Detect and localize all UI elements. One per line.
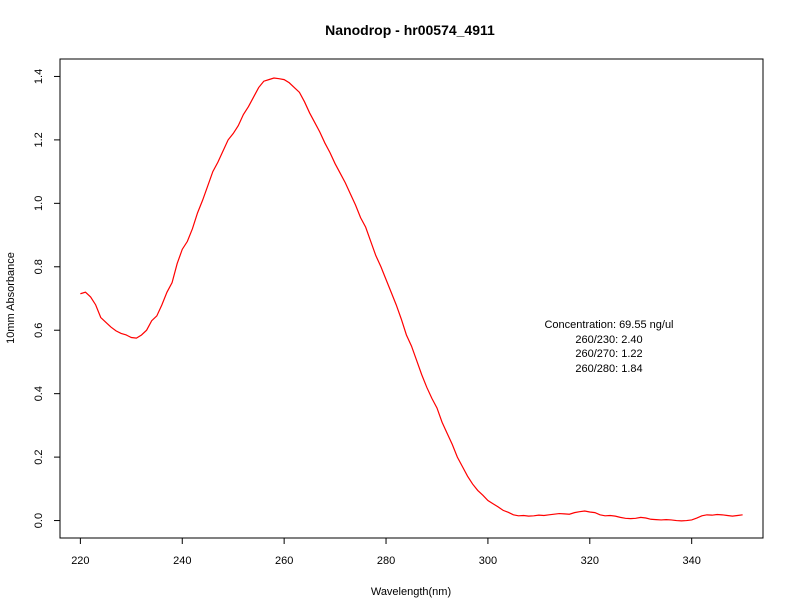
ratio-260-270-text: 260/270: 1.22 [575, 348, 642, 360]
absorbance-line [80, 77, 743, 522]
y-tick-label: 1.2 [33, 132, 45, 147]
y-axis: 0.0 0.2 0.4 0.6 0.8 1.0 1.2 1.4 [33, 69, 61, 528]
y-tick-label: 0.0 [33, 513, 45, 528]
ratio-260-280-text: 260/280: 1.84 [575, 363, 642, 375]
y-tick-label: 1.4 [33, 69, 45, 84]
x-tick-label: 340 [683, 555, 701, 567]
y-axis-label: 10mm Absorbance [5, 252, 17, 344]
x-tick-label: 260 [275, 555, 293, 567]
x-tick-label: 300 [479, 555, 497, 567]
chart-title: Nanodrop - hr00574_4911 [325, 22, 495, 38]
y-tick-label: 0.2 [33, 449, 45, 464]
y-tick-label: 0.6 [33, 323, 45, 338]
y-tick-label: 0.4 [33, 386, 45, 401]
x-axis: 220 240 260 280 300 320 340 [71, 537, 701, 567]
stats-annotation: Concentration: 69.55 ng/ul 260/230: 2.40… [544, 319, 673, 375]
x-tick-label: 240 [173, 555, 191, 567]
concentration-text: Concentration: 69.55 ng/ul [544, 319, 673, 331]
x-axis-label: Wavelength(nm) [371, 586, 451, 598]
x-tick-label: 280 [377, 555, 395, 567]
y-tick-label: 1.0 [33, 196, 45, 211]
ratio-260-230-text: 260/230: 2.40 [575, 334, 642, 346]
y-tick-label: 0.8 [33, 259, 45, 274]
x-tick-label: 220 [71, 555, 89, 567]
x-tick-label: 320 [581, 555, 599, 567]
